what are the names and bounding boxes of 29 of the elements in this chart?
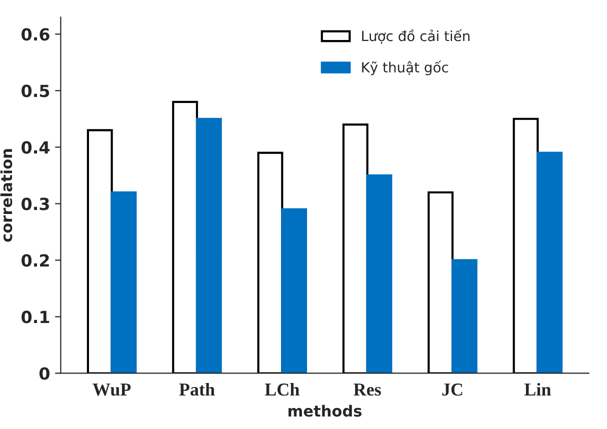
- bar: [366, 174, 392, 374]
- x-tick-label: LCh: [264, 382, 300, 396]
- legend-label: Lược đồ cải tiến: [362, 29, 470, 44]
- bar: [281, 208, 308, 374]
- bar: [172, 100, 198, 374]
- y-tick-label: 0.2: [22, 254, 49, 267]
- y-tick-label: 0.4: [22, 141, 50, 154]
- bar: [257, 152, 284, 374]
- y-tick-label: 0.1: [22, 310, 50, 324]
- y-axis-title: correlation: [0, 149, 12, 242]
- x-tick-label: Res: [354, 384, 381, 396]
- y-tick-label: 0: [39, 367, 50, 380]
- x-tick-label: JC: [442, 384, 462, 396]
- bar: [536, 152, 563, 374]
- x-tick-label: WuP: [92, 384, 131, 396]
- x-tick-label: Lin: [524, 382, 551, 396]
- bar: [86, 129, 113, 374]
- bar: [428, 191, 454, 374]
- bar: [196, 118, 222, 374]
- y-tick-label: 0.5: [22, 84, 50, 98]
- x-tick-label: Path: [179, 382, 215, 396]
- legend-label: Kỹ thuật gốc: [362, 60, 448, 76]
- y-tick-label: 0.3: [22, 198, 49, 210]
- bar: [451, 259, 478, 374]
- bar: [110, 191, 137, 374]
- y-tick-label: 0.6: [22, 28, 50, 41]
- x-axis-title: methods: [288, 404, 362, 417]
- bar: [342, 124, 368, 374]
- bar: [512, 118, 539, 374]
